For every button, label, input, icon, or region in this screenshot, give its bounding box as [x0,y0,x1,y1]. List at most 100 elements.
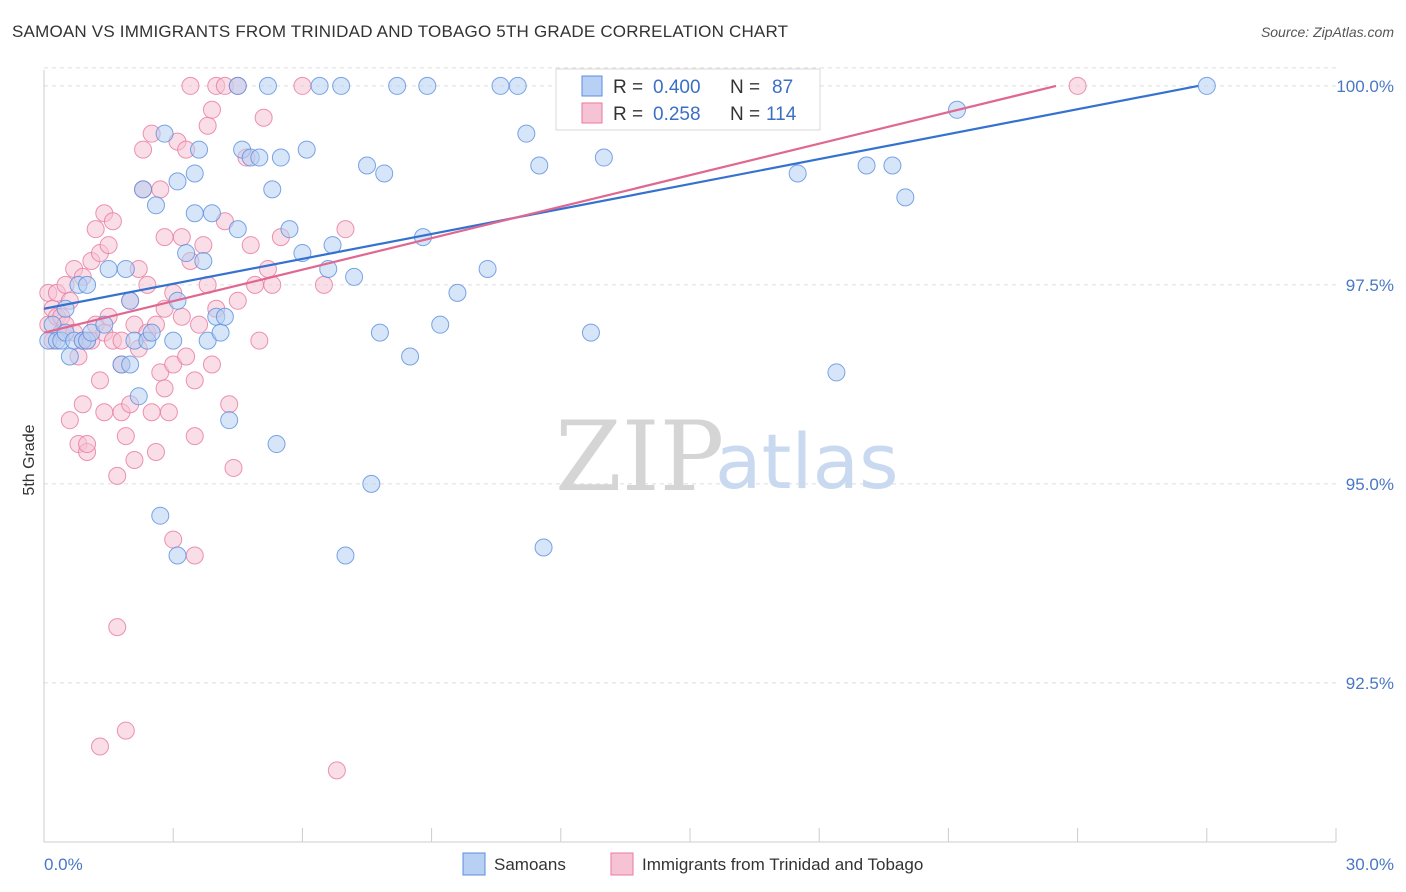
stats-swatch-samoans [581,75,603,97]
watermark-zip: ZIP [555,401,724,513]
trinidad-point [99,236,118,255]
samoans-point [375,164,394,183]
samoans-point [530,156,549,175]
samoans-point [202,204,221,223]
stats-n-label-1: N = [730,77,760,98]
x-ticks [43,828,1337,842]
samoans-point [263,180,282,199]
samoans-point [448,283,467,302]
stats-r-label-2: R = [613,104,643,125]
samoans-point [581,323,600,342]
watermark: ZIP atlas [555,401,899,513]
trinidad-point [159,403,178,422]
samoans-point [896,188,915,207]
trinidad-point [78,435,97,454]
trinidad-point [336,220,355,239]
samoans-point [60,347,79,366]
trinidad-point [185,427,204,446]
y-axis-label: 5th Grade [21,424,38,495]
samoans-point [1197,76,1216,95]
samoans-point [534,538,553,557]
trinidad-point [146,443,165,462]
trinidad-point [108,466,127,485]
samoans-point [134,180,153,199]
trinidad-point [215,212,234,231]
trinidad-trendline [43,84,1057,334]
stats-r-value-1: 0.400 [653,77,701,98]
trinidad-point [134,140,153,159]
trinidad-point [172,228,191,247]
trinidad-point [220,395,239,414]
y-tick-label: 92.5% [1346,674,1394,693]
samoans-point [358,156,376,175]
y-tick-label: 97.5% [1346,276,1394,295]
trinidad-point [116,427,135,446]
samoans-point [491,76,510,95]
trinidad-point [293,76,312,95]
samoans-point [194,252,213,271]
trinidad-point [125,450,144,469]
legend-swatch-samoans [462,852,486,876]
trinidad-point [108,618,127,637]
samoans-point [185,204,204,223]
stats-swatch-trinidad [581,102,603,124]
samoans-point [99,259,118,278]
samoans-point [211,323,230,342]
trinidad-point [224,458,243,477]
samoans-point [478,259,497,278]
samoans-point [121,355,140,374]
trinidad-point [116,721,135,740]
samoans-point [267,435,286,454]
samoans-point [388,76,407,95]
trinidad-point [202,355,221,374]
stats-n-label-2: N = [730,104,760,125]
samoans-point [336,546,355,565]
stats-r-value-2: 0.258 [653,104,701,125]
trinidad-point [86,220,105,239]
samoans-point [362,474,381,493]
samoans-point [883,156,902,175]
trinidad-point [1068,76,1087,95]
trinidad-point [60,411,79,430]
legend-swatch-trinidad [610,852,634,876]
trinidad-point [90,371,109,390]
samoans-point [164,331,183,350]
samoans-point [594,148,613,167]
trinidad-point [228,291,247,310]
trinidad-point [185,371,204,390]
y-tick-label: 100.0% [1336,77,1394,96]
legend-label-samoans: Samoans [494,855,566,874]
samoans-point [508,76,527,95]
stats-r-label-1: R = [613,77,643,98]
trinidad-point [190,315,209,334]
samoans-point [370,323,389,342]
trinidad-point [164,530,183,549]
samoans-point [517,124,536,143]
y-tick-label: 95.0% [1346,475,1394,494]
trinidad-point [90,737,109,756]
samoans-point [78,275,97,294]
samoans-point [258,76,277,95]
samoans-point [146,196,165,215]
chart-title: SAMOAN VS IMMIGRANTS FROM TRINIDAD AND T… [12,22,789,41]
samoans-point [151,506,170,525]
samoans-point [857,156,876,175]
samoans-point [185,164,204,183]
samoans-point [155,124,174,143]
trinidad-point [241,236,260,255]
trinidad-point [164,355,183,374]
samoans-point [827,363,846,382]
trinidad-point [172,307,191,326]
trinidad-point [155,379,174,398]
samoans-point [250,148,269,167]
samoans-point [228,76,247,95]
samoans-point [215,307,234,326]
trendlines [43,84,1199,334]
samoans-point [95,315,114,334]
legend-label-trinidad: Immigrants from Trinidad and Tobago [642,855,923,874]
samoans-point [310,76,329,95]
samoans-point [198,331,217,350]
trinidad-point [151,180,170,199]
trinidad-point [194,236,213,255]
